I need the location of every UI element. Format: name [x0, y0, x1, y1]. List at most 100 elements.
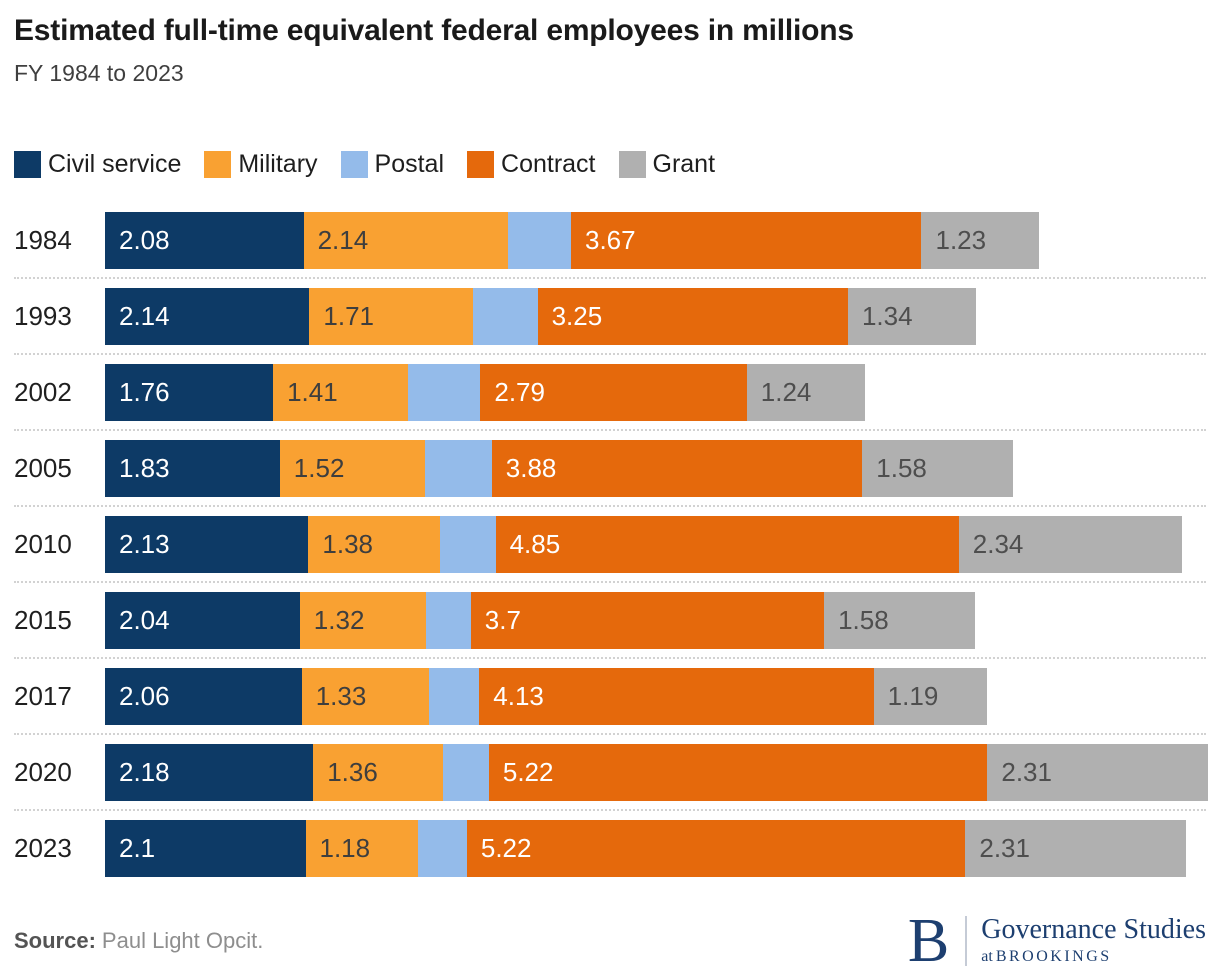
bar-value-label: 5.22 — [480, 833, 532, 863]
bar-segment-grant[interactable]: 2.31 — [965, 820, 1186, 877]
bar-segment-military[interactable]: 1.18 — [305, 820, 419, 877]
bar-value-label: 1.33 — [315, 681, 367, 711]
bar-segment-contract[interactable]: 4.13 — [479, 668, 874, 725]
legend-swatch-military — [204, 151, 232, 178]
year-label-2023: 2023 — [14, 833, 72, 863]
legend-label: Postal — [374, 150, 445, 178]
bar-row-1993: 1993 2.14 1.71 3.25 1.34 — [14, 288, 1206, 345]
brookings-b-mark: B — [907, 907, 950, 975]
source-text: Paul Light Opcit. — [101, 928, 264, 953]
bar-segment-civil-service[interactable]: 2.1 — [105, 820, 306, 877]
bar-value-label: 2.34 — [972, 529, 1024, 559]
year-label-1993: 1993 — [14, 301, 72, 331]
bar-segment-postal[interactable] — [424, 440, 492, 497]
bar-value-label: 1.83 — [119, 453, 170, 483]
year-label-2015: 2015 — [14, 605, 72, 635]
bar-segment-military[interactable]: 1.41 — [273, 364, 408, 421]
logo-brookings-wordmark: BROOKINGS — [995, 948, 1112, 965]
bar-value-label: 2.18 — [119, 757, 170, 787]
stacked-bar-chart: 1984 2.08 2.14 3.67 1.23 1993 2.14 1.71 3.25 1.34… — [14, 212, 1208, 877]
bar-segment-postal[interactable] — [425, 592, 471, 649]
chart-subtitle: FY 1984 to 2023 — [14, 60, 184, 86]
bar-value-label: 2.08 — [119, 225, 170, 255]
bar-value-label: 2.13 — [119, 529, 170, 559]
bar-segment-contract[interactable]: 3.25 — [537, 288, 848, 345]
bar-segment-civil-service[interactable]: 1.76 — [105, 364, 274, 421]
bar-segment-grant[interactable]: 2.34 — [958, 516, 1183, 573]
bar-value-label: 2.1 — [119, 833, 156, 863]
bar-segment-postal[interactable] — [428, 668, 480, 725]
bar-value-label: 2.06 — [119, 681, 170, 711]
legend-swatch-postal — [340, 151, 368, 178]
bar-segment-grant[interactable]: 1.23 — [921, 212, 1039, 269]
bar-segment-postal[interactable] — [418, 820, 467, 877]
bar-value-label: 1.71 — [323, 301, 374, 331]
year-label-2010: 2010 — [14, 529, 72, 559]
bar-segment-civil-service[interactable]: 2.18 — [105, 744, 314, 801]
legend-label: Civil service — [48, 150, 182, 178]
bar-segment-civil-service[interactable]: 2.04 — [105, 592, 300, 649]
bar-segment-contract[interactable]: 3.67 — [570, 212, 922, 269]
bar-segment-civil-service[interactable]: 2.14 — [105, 288, 310, 345]
logo-at: at — [981, 948, 993, 965]
bar-segment-civil-service[interactable]: 2.13 — [105, 516, 309, 573]
bar-segment-grant[interactable]: 1.58 — [824, 592, 975, 649]
logo-text: Governance Studies at BROOKINGS — [981, 916, 1206, 966]
bar-segment-postal[interactable] — [507, 212, 571, 269]
bar-value-label: 1.19 — [887, 681, 939, 711]
bar-segment-grant[interactable]: 1.19 — [873, 668, 988, 725]
bar-segment-military[interactable]: 1.36 — [313, 744, 444, 801]
bar-segment-military[interactable]: 1.38 — [308, 516, 441, 573]
bar-segment-contract[interactable]: 5.22 — [466, 820, 966, 877]
row-separator — [14, 429, 1206, 431]
bar-segment-civil-service[interactable]: 2.06 — [105, 668, 302, 725]
legend-item-military: Military — [204, 150, 318, 179]
bar-value-label: 1.36 — [327, 757, 378, 787]
bar-segment-military[interactable]: 1.52 — [279, 440, 425, 497]
bar-segment-military[interactable]: 2.14 — [303, 212, 508, 269]
bar-row-2010: 2010 2.13 1.38 4.85 2.34 — [14, 516, 1206, 573]
bar-segment-contract[interactable]: 4.85 — [495, 516, 959, 573]
bar-segment-grant[interactable]: 1.24 — [746, 364, 866, 421]
bar-segment-military[interactable]: 1.71 — [309, 288, 473, 345]
bar-segment-civil-service[interactable]: 2.08 — [105, 212, 304, 269]
stacked-bar-2020: 2.18 1.36 5.22 2.31 — [105, 744, 1208, 801]
bar-segment-civil-service[interactable]: 1.83 — [105, 440, 280, 497]
year-label-2002: 2002 — [14, 377, 72, 407]
legend-label: Military — [238, 150, 318, 178]
bar-segment-contract[interactable]: 3.88 — [491, 440, 863, 497]
chart-legend: Civil service Military Postal Contract Grant — [14, 150, 1206, 179]
bar-value-label: 4.85 — [509, 529, 561, 559]
bar-value-label: 2.31 — [979, 833, 1030, 863]
year-label-1984: 1984 — [14, 225, 72, 255]
bar-segment-military[interactable]: 1.32 — [299, 592, 426, 649]
bar-value-label: 1.32 — [313, 605, 365, 635]
bar-segment-contract[interactable]: 3.7 — [470, 592, 825, 649]
bar-value-label: 2.14 — [119, 301, 170, 331]
bar-value-label: 1.58 — [838, 605, 889, 635]
bar-row-2017: 2017 2.06 1.33 4.13 1.19 — [14, 668, 1206, 725]
bar-segment-military[interactable]: 1.33 — [301, 668, 429, 725]
bar-segment-postal[interactable] — [472, 288, 538, 345]
bar-segment-postal[interactable] — [440, 516, 496, 573]
chart-title: Estimated full-time equivalent federal e… — [14, 14, 854, 47]
stacked-bar-1993: 2.14 1.71 3.25 1.34 — [105, 288, 976, 345]
bar-segment-grant[interactable]: 1.58 — [862, 440, 1014, 497]
legend-label: Contract — [501, 150, 596, 178]
stacked-bar-2023: 2.1 1.18 5.22 2.31 — [105, 820, 1186, 877]
row-separator — [14, 809, 1206, 811]
bar-value-label: 1.18 — [319, 833, 371, 863]
row-separator — [14, 733, 1206, 735]
row-separator — [14, 277, 1206, 279]
bar-row-2023: 2023 2.1 1.18 5.22 2.31 — [14, 820, 1206, 877]
legend-swatch-civil-service — [14, 151, 41, 178]
bar-segment-contract[interactable]: 2.79 — [480, 364, 747, 421]
bar-segment-contract[interactable]: 5.22 — [488, 744, 988, 801]
legend-item-postal: Postal — [340, 150, 445, 179]
bar-segment-grant[interactable]: 1.34 — [847, 288, 976, 345]
bar-segment-grant[interactable]: 2.31 — [987, 744, 1208, 801]
bar-segment-postal[interactable] — [443, 744, 489, 801]
row-separator — [14, 657, 1206, 659]
legend-item-civil-service: Civil service — [14, 150, 181, 179]
bar-segment-postal[interactable] — [407, 364, 481, 421]
